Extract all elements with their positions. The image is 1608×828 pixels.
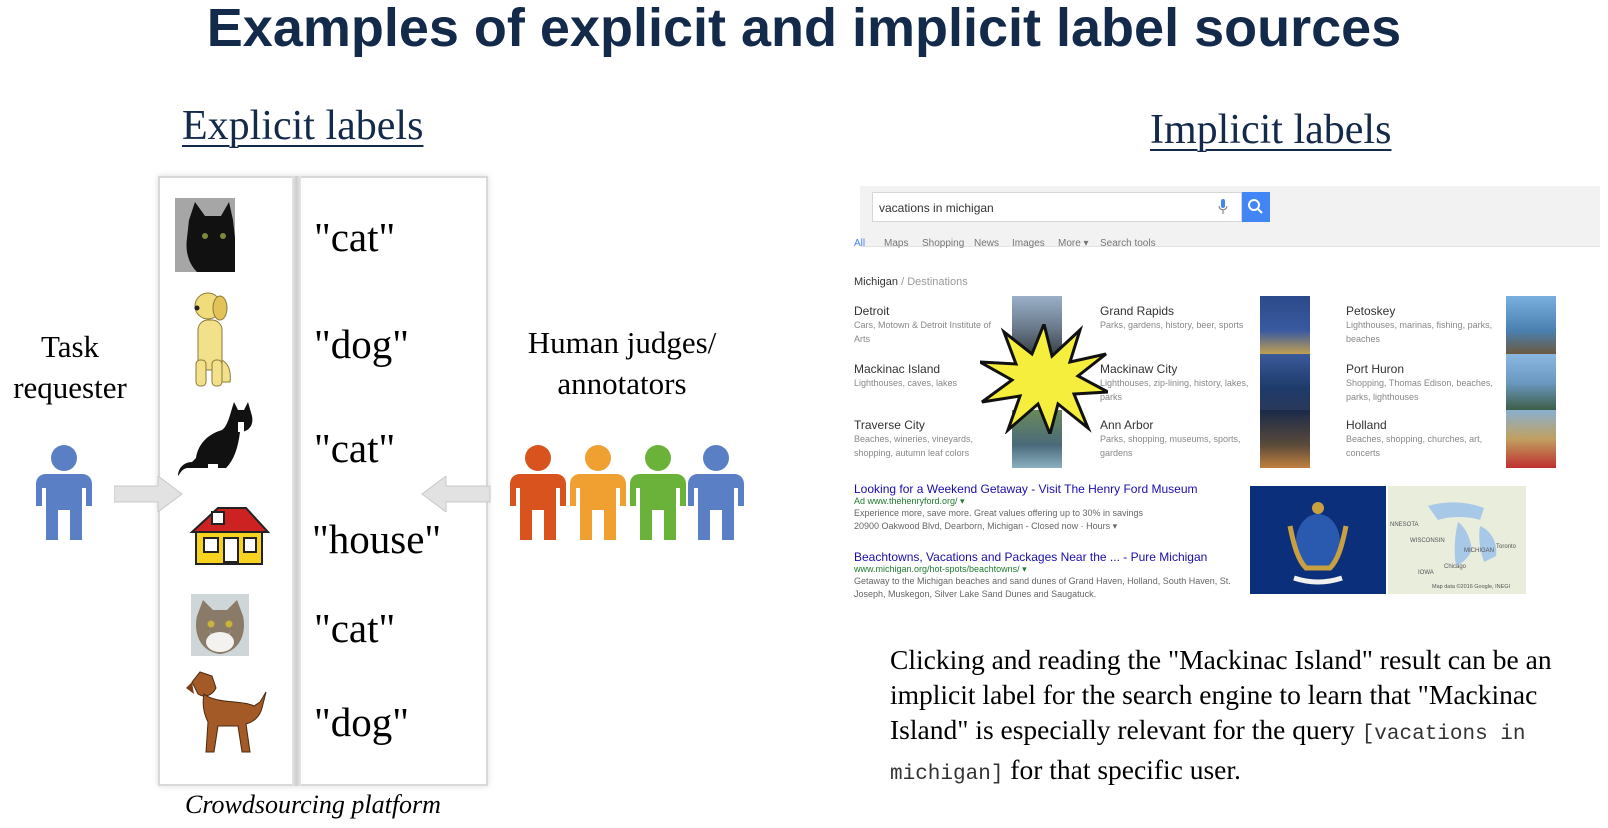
destination-port-huron[interactable]: Port Huron Shopping, Thomas Edison, beac… bbox=[1346, 362, 1498, 404]
explanation-text-end: for that specific user. bbox=[1003, 754, 1241, 785]
tuxedo-cat-image bbox=[178, 398, 256, 483]
destination-desc: Parks, shopping, museums, sports, garden… bbox=[1100, 434, 1241, 458]
destination-desc: Shopping, Thomas Edison, beaches, parks,… bbox=[1346, 378, 1493, 402]
requester-person-icon bbox=[34, 444, 94, 547]
tab-maps[interactable]: Maps bbox=[884, 238, 909, 249]
destination-petoskey[interactable]: Petoskey Lighthouses, marinas, fishing, … bbox=[1346, 304, 1498, 346]
mackinaw-city-thumbnail bbox=[1260, 354, 1310, 412]
explanation-text: Clicking and reading the "Mackinac Islan… bbox=[890, 644, 1552, 745]
destination-desc: Lighthouses, marinas, fishing, parks, be… bbox=[1346, 320, 1493, 344]
map-label-wisconsin: WISCONSIN bbox=[1410, 538, 1445, 544]
breadcrumb: Michigan / Destinations bbox=[854, 276, 968, 288]
result-title[interactable]: Beachtowns, Vacations and Packages Near … bbox=[854, 550, 1208, 564]
platform-divider bbox=[292, 176, 301, 786]
destination-name: Ann Arbor bbox=[1100, 418, 1154, 432]
explanation-query: [vacations in michigan] bbox=[890, 723, 1526, 786]
destination-name: Petoskey bbox=[1346, 304, 1396, 318]
arrow-right-icon bbox=[113, 475, 184, 517]
search-result-pure-michigan[interactable]: Beachtowns, Vacations and Packages Near … bbox=[854, 550, 1234, 601]
search-results-screenshot: vacations in michigan All Maps Shopping … bbox=[854, 186, 1600, 616]
tab-more[interactable]: More ▾ bbox=[1058, 238, 1089, 249]
search-result-henry-ford[interactable]: Looking for a Weekend Getaway - Visit Th… bbox=[854, 482, 1234, 533]
holland-thumbnail bbox=[1506, 410, 1556, 468]
platform-caption: Crowdsourcing platform bbox=[185, 790, 441, 819]
destination-detroit[interactable]: Detroit Cars, Motown & Detroit Institute… bbox=[854, 304, 1006, 346]
breadcrumb-main: Michigan bbox=[854, 276, 899, 288]
search-input[interactable]: vacations in michigan bbox=[872, 192, 1242, 222]
destination-desc: Lighthouses, caves, lakes bbox=[854, 378, 958, 388]
label-dog-1: "dog" bbox=[314, 321, 409, 367]
explicit-labels-heading: Explicit labels bbox=[182, 103, 424, 149]
microphone-icon[interactable] bbox=[1218, 198, 1228, 221]
destination-desc: Lighthouses, zip-lining, history, lakes,… bbox=[1100, 378, 1249, 402]
destination-desc: Beaches, wineries, vineyards, shopping, … bbox=[854, 434, 974, 458]
tab-images[interactable]: Images bbox=[1012, 238, 1045, 249]
grand-rapids-thumbnail bbox=[1260, 296, 1310, 354]
map-attribution: Map data ©2016 Google, INEGI bbox=[1432, 584, 1511, 590]
destination-desc: Parks, gardens, history, beer, sports bbox=[1100, 320, 1244, 330]
destination-name: Holland bbox=[1346, 418, 1387, 432]
port-huron-thumbnail bbox=[1506, 354, 1556, 412]
result-url: www.michigan.org/hot-spots/beachtowns/ ▾ bbox=[854, 564, 1027, 574]
ann-arbor-thumbnail bbox=[1260, 410, 1310, 468]
result-snippet-2: Joseph, Muskegon, Silver Lake Sand Dunes… bbox=[854, 589, 1097, 599]
breadcrumb-sub: / Destinations bbox=[901, 276, 968, 288]
result-snippet: Experience more, save more. Great values… bbox=[854, 508, 1143, 518]
house-image bbox=[188, 504, 271, 573]
destination-holland[interactable]: Holland Beaches, shopping, churches, art… bbox=[1346, 418, 1498, 460]
destination-ann-arbor[interactable]: Ann Arbor Parks, shopping, museums, spor… bbox=[1100, 418, 1252, 460]
black-cat-image bbox=[175, 198, 235, 272]
tabby-cat-photo bbox=[191, 594, 249, 656]
map-label-michigan: MICHIGAN bbox=[1464, 548, 1494, 554]
result-url: Ad www.thehenryford.org/ ▾ bbox=[854, 496, 965, 506]
label-house: "house" bbox=[312, 516, 442, 562]
destination-traverse-city[interactable]: Traverse City Beaches, wineries, vineyar… bbox=[854, 418, 1006, 460]
destination-name: Grand Rapids bbox=[1100, 304, 1175, 318]
brown-dog-image bbox=[182, 668, 270, 761]
annotators-group-icon bbox=[508, 444, 748, 549]
map-label-chicago: Chicago bbox=[1444, 564, 1467, 570]
destination-mackinaw-city[interactable]: Mackinaw City Lighthouses, zip-lining, h… bbox=[1100, 362, 1252, 404]
human-judges-label: Human judges/ annotators bbox=[527, 325, 717, 401]
result-title[interactable]: Looking for a Weekend Getaway - Visit Th… bbox=[854, 482, 1198, 496]
map-label-iowa: IOWA bbox=[1418, 570, 1434, 576]
task-requester-label: Task requester bbox=[13, 329, 127, 405]
label-cat-1: "cat" bbox=[314, 214, 396, 260]
search-button[interactable] bbox=[1242, 192, 1270, 222]
starburst-highlight-icon bbox=[979, 319, 1114, 439]
destination-grand-rapids[interactable]: Grand Rapids Parks, gardens, history, be… bbox=[1100, 304, 1252, 332]
destination-desc: Cars, Motown & Detroit Institute of Arts bbox=[854, 320, 992, 344]
michigan-flag-image bbox=[1250, 486, 1386, 594]
map-label-toronto: Toronto bbox=[1496, 544, 1517, 550]
destination-name: Mackinaw City bbox=[1100, 362, 1178, 376]
result-snippet-address: 20900 Oakwood Blvd, Dearborn, Michigan -… bbox=[854, 521, 1118, 531]
destination-name: Mackinac Island bbox=[854, 362, 941, 376]
destination-name: Port Huron bbox=[1346, 362, 1405, 376]
label-cat-3: "cat" bbox=[314, 605, 396, 651]
destination-desc: Beaches, shopping, churches, art, concer… bbox=[1346, 434, 1483, 458]
result-snippet: Getaway to the Michigan beaches and sand… bbox=[854, 576, 1231, 586]
arrow-left-icon bbox=[420, 475, 492, 517]
tab-search-tools[interactable]: Search tools bbox=[1100, 238, 1156, 249]
petoskey-thumbnail bbox=[1506, 296, 1556, 354]
implicit-explanation: Clicking and reading the "Mackinac Islan… bbox=[890, 642, 1590, 792]
tab-all[interactable]: All bbox=[854, 238, 866, 249]
destination-mackinac-island[interactable]: Mackinac Island Lighthouses, caves, lake… bbox=[854, 362, 1006, 390]
slide-title: Examples of explicit and implicit label … bbox=[206, 0, 1402, 58]
destination-name: Traverse City bbox=[854, 418, 925, 432]
tab-shopping[interactable]: Shopping bbox=[922, 238, 965, 249]
yellow-dog-image bbox=[186, 290, 242, 393]
destination-name: Detroit bbox=[854, 304, 890, 318]
tab-news[interactable]: News bbox=[974, 238, 1000, 249]
michigan-map-image: NNESOTA WISCONSIN MICHIGAN IOWA Chicago … bbox=[1388, 486, 1526, 594]
label-dog-2: "dog" bbox=[314, 699, 409, 745]
label-cat-2: "cat" bbox=[314, 425, 396, 471]
implicit-labels-heading: Implicit labels bbox=[1150, 107, 1392, 153]
map-label-minnesota: NNESOTA bbox=[1390, 522, 1419, 528]
